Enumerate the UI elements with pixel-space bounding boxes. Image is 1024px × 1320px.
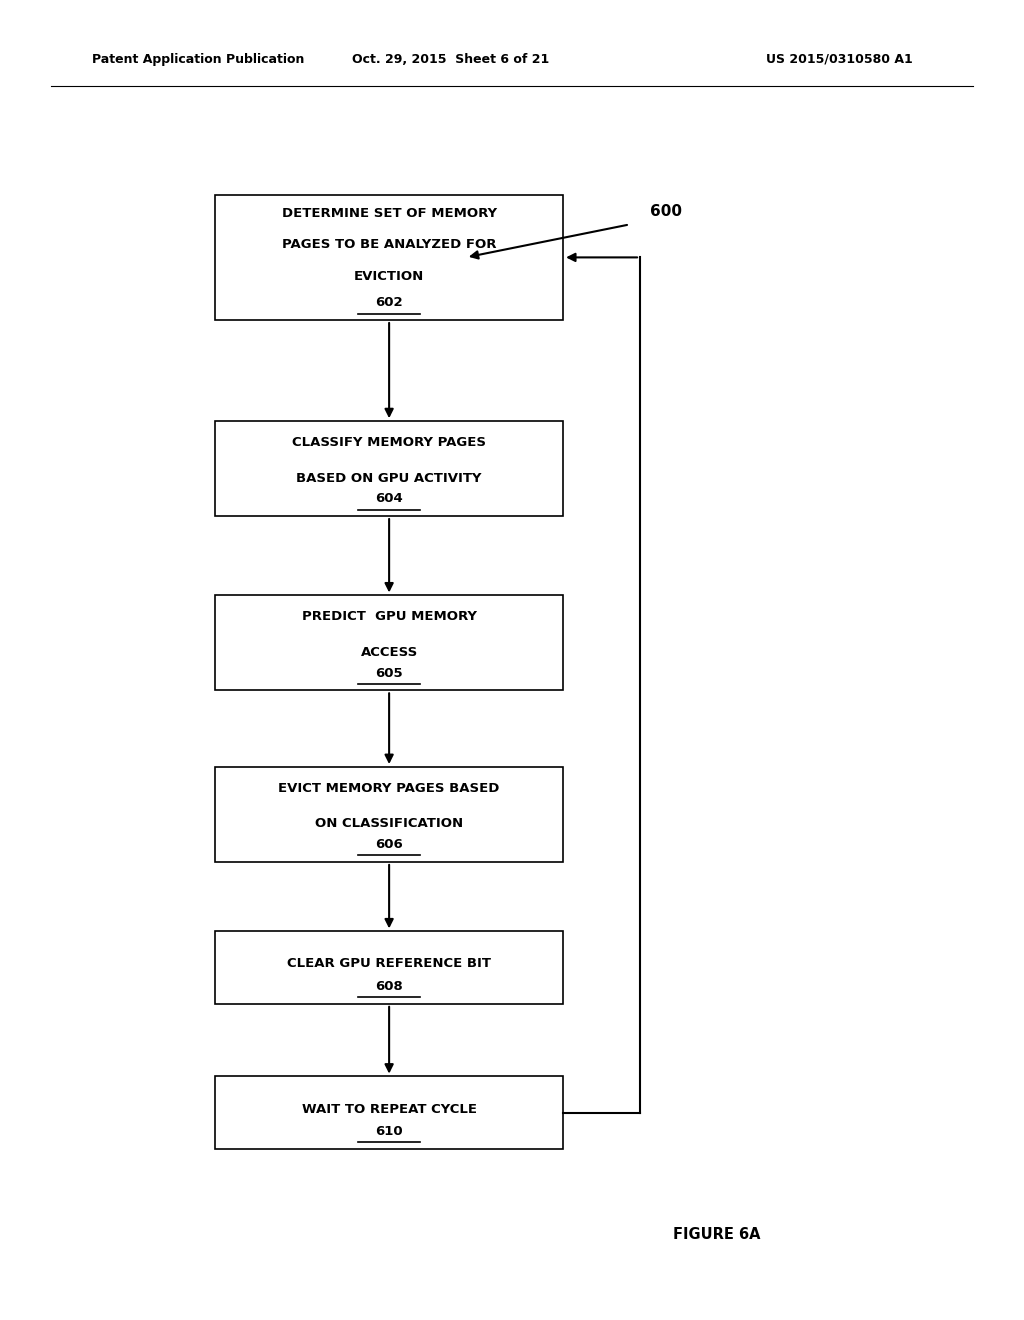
Text: 608: 608 (375, 981, 403, 993)
Text: Patent Application Publication: Patent Application Publication (92, 53, 304, 66)
Text: 606: 606 (375, 838, 403, 851)
Text: 610: 610 (376, 1126, 402, 1138)
Text: WAIT TO REPEAT CYCLE: WAIT TO REPEAT CYCLE (302, 1102, 476, 1115)
Text: 604: 604 (375, 492, 403, 506)
Text: 605: 605 (376, 667, 402, 680)
Text: Oct. 29, 2015  Sheet 6 of 21: Oct. 29, 2015 Sheet 6 of 21 (352, 53, 549, 66)
Text: BASED ON GPU ACTIVITY: BASED ON GPU ACTIVITY (296, 471, 482, 484)
Text: CLASSIFY MEMORY PAGES: CLASSIFY MEMORY PAGES (292, 436, 486, 449)
Bar (215, 595, 563, 690)
Text: 602: 602 (376, 297, 402, 309)
Text: 600: 600 (650, 203, 682, 219)
Text: EVICT MEMORY PAGES BASED: EVICT MEMORY PAGES BASED (279, 781, 500, 795)
Text: ACCESS: ACCESS (360, 645, 418, 659)
Text: CLEAR GPU REFERENCE BIT: CLEAR GPU REFERENCE BIT (287, 957, 492, 970)
Text: US 2015/0310580 A1: US 2015/0310580 A1 (766, 53, 913, 66)
Bar (215, 1077, 563, 1148)
Text: PAGES TO BE ANALYZED FOR: PAGES TO BE ANALYZED FOR (282, 239, 497, 251)
Text: ON CLASSIFICATION: ON CLASSIFICATION (315, 817, 463, 830)
Text: PREDICT  GPU MEMORY: PREDICT GPU MEMORY (302, 610, 476, 623)
Bar (215, 767, 563, 862)
Text: EVICTION: EVICTION (354, 269, 424, 282)
Bar (215, 421, 563, 516)
Text: FIGURE 6A: FIGURE 6A (673, 1226, 761, 1242)
Bar (215, 932, 563, 1003)
Text: DETERMINE SET OF MEMORY: DETERMINE SET OF MEMORY (282, 207, 497, 220)
Bar (215, 195, 563, 321)
